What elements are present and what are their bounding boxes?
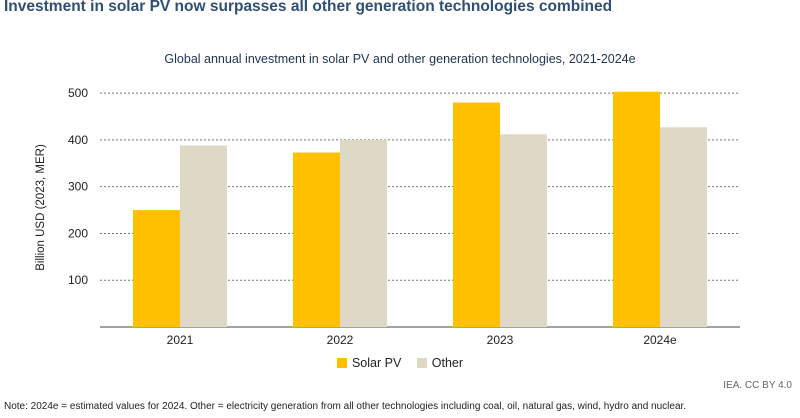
bar-other-2022: [340, 139, 387, 327]
legend: Solar PV Other: [0, 356, 800, 371]
bar-other-2023: [500, 134, 547, 327]
credit: IEA. CC BY 4.0: [723, 380, 792, 391]
chart-title: Global annual investment in solar PV and…: [164, 52, 636, 66]
bar-chart: 100 200 300 400 500 Billion USD (2023, MER) 20…: [35, 86, 740, 347]
bar-other-2021: [180, 145, 227, 327]
y-tick-label-300: 300: [68, 180, 88, 194]
headline: Investment in solar PV now surpasses all…: [4, 0, 613, 15]
y-axis-label: Billion USD (2023, MER): [35, 144, 47, 271]
footnote: Note: 2024e = estimated values for 2024.…: [4, 401, 687, 412]
y-tick-label-400: 400: [68, 133, 88, 147]
x-tick-label-2022: 2022: [327, 333, 354, 347]
legend-item-other: Other: [416, 356, 464, 370]
x-tick-label-2024e: 2024e: [643, 333, 677, 347]
bar-other-2024e: [660, 127, 707, 327]
x-tick-label-2023: 2023: [487, 333, 514, 347]
bar-solar-pv-2022: [293, 152, 340, 327]
legend-label-solar: Solar PV: [351, 356, 402, 370]
x-tick-label-2021: 2021: [167, 333, 194, 347]
legend-label-other: Other: [431, 356, 464, 370]
legend-item-solar: Solar PV: [336, 356, 402, 370]
bar-solar-pv-2021: [133, 210, 180, 327]
y-tick-label-200: 200: [68, 226, 88, 240]
legend-swatch-solar: [336, 358, 347, 368]
legend-swatch-other: [416, 358, 427, 368]
bar-solar-pv-2023: [453, 102, 500, 327]
bar-solar-pv-2024e: [613, 91, 660, 327]
y-tick-label-500: 500: [68, 86, 88, 100]
y-tick-label-100: 100: [68, 273, 88, 287]
